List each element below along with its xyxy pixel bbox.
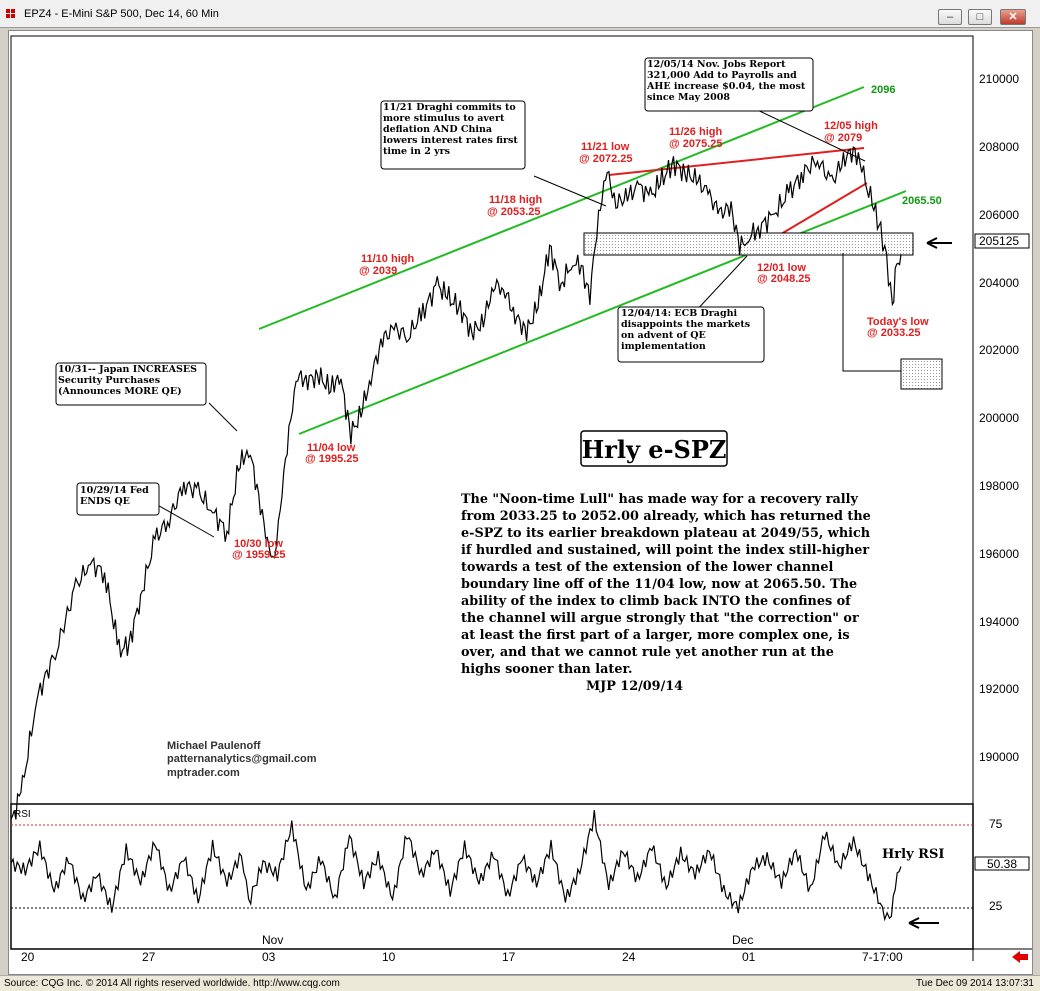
date-tick: 24 — [622, 950, 636, 964]
rsi-tick-75: 75 — [989, 817, 1003, 831]
maximize-button[interactable]: □ — [968, 9, 992, 25]
main-title-box — [580, 430, 728, 467]
label-1030-low-value: @ 1959.25 — [232, 549, 286, 561]
scroll-right-arrow-icon[interactable] — [1012, 951, 1028, 963]
status-source: Source: CQG Inc. © 2014 All rights reser… — [4, 978, 340, 989]
note-box-1205 — [644, 57, 814, 112]
date-tick: 03 — [262, 950, 276, 964]
rsi-panel — [10, 803, 974, 950]
app-icon — [6, 9, 15, 18]
note-leader-line — [693, 255, 748, 314]
main-title: Hrly e-SPZ — [582, 435, 727, 464]
date-tick: 27 — [142, 950, 156, 964]
lower-channel-line — [298, 190, 907, 435]
commentary-text: The "Noon-time Lull" has made way for a … — [461, 492, 871, 677]
note-1029-text: 10/29/14 Fed ENDS QE — [80, 485, 149, 507]
note-leader-line — [748, 105, 866, 162]
price-tick: 198000 — [979, 479, 1019, 493]
label-1104-low: 11/04 low — [307, 442, 356, 454]
note-box-1121 — [380, 100, 526, 170]
price-tick: 194000 — [979, 615, 1019, 629]
price-tick: 190000 — [979, 750, 1019, 764]
price-tick: 192000 — [979, 682, 1019, 696]
label-1030-low: 10/30 low — [234, 538, 283, 550]
hrly-rsi-label: Hrly RSI — [882, 847, 944, 862]
target-bracket — [842, 253, 901, 372]
price-tick: 202000 — [979, 343, 1019, 357]
note-1204-text: 12/04/14: ECB Draghi disappoints the mar… — [621, 308, 751, 352]
current-price-label: 205125 — [979, 234, 1019, 248]
label-1126-high: 11/26 high — [669, 126, 722, 138]
label-1205-high: 12/05 high — [824, 120, 878, 132]
label-1121-low: 11/21 low — [581, 141, 630, 153]
label-1118-high-value: @ 2053.25 — [487, 206, 541, 218]
price-tick: 204000 — [979, 276, 1019, 290]
rsi-arrow-icon — [908, 917, 939, 929]
label-1118-high: 11/18 high — [489, 194, 542, 206]
month-label: Dec — [732, 933, 753, 947]
price-tick: 196000 — [979, 547, 1019, 561]
commentary-signature: MJP 12/09/14 — [586, 679, 684, 694]
price-tick: 210000 — [979, 72, 1019, 86]
label-today-low: Today's low — [867, 316, 929, 328]
note-box-1204 — [617, 306, 765, 363]
breakdown-plateau-zone — [583, 232, 914, 256]
rsi-series-line — [10, 810, 902, 922]
rsi-panel-label: RSI — [14, 809, 31, 820]
note-1031-text: 10/31-- Japan INCREASES Security Purchas… — [58, 364, 197, 397]
date-tick: 10 — [382, 950, 396, 964]
status-datetime: Tue Dec 09 2014 13:07:31 — [915, 978, 1034, 989]
price-tick: 200000 — [979, 411, 1019, 425]
current-price-box — [974, 233, 1030, 249]
target-zone-box — [900, 358, 943, 390]
date-tick: 7-17:00 — [862, 950, 903, 964]
label-1110-high-value: @ 2039 — [359, 265, 397, 277]
minimize-button[interactable]: – — [938, 9, 962, 25]
upper-channel-line — [258, 86, 865, 330]
note-box-1029 — [76, 482, 160, 516]
label-1205-high-value: @ 2079 — [824, 132, 862, 144]
status-bar: Source: CQG Inc. © 2014 All rights reser… — [0, 975, 1040, 991]
price-series-line — [10, 146, 902, 820]
note-leader-line — [208, 402, 238, 432]
upper-red-trendline — [608, 147, 865, 176]
note-leader-line — [533, 175, 607, 207]
note-leader-line — [153, 502, 215, 538]
window-title: EPZ4 - E-Mini S&P 500, Dec 14, 60 Min — [24, 8, 219, 20]
label-1201-low-value: @ 2048.25 — [757, 273, 811, 285]
rsi-tick-25: 25 — [989, 899, 1003, 913]
rsi-value: 50.38 — [987, 857, 1017, 871]
chart-canvas[interactable]: 210000 208000 206000 204000 202000 20000… — [9, 31, 1032, 974]
chart-frame: 210000 208000 206000 204000 202000 20000… — [8, 30, 1033, 975]
month-label: Nov — [262, 933, 283, 947]
author-site: mptrader.com — [167, 767, 240, 779]
note-1205-text: 12/05/14 Nov. Jobs Report 321,000 Add to… — [647, 59, 806, 103]
price-arrow-icon — [926, 237, 952, 249]
label-1121-low-value: @ 2072.25 — [579, 153, 633, 165]
label-today-low-value: @ 2033.25 — [867, 327, 921, 339]
author-name: Michael Paulenoff — [167, 740, 261, 752]
close-button[interactable]: ✕ — [1000, 9, 1026, 25]
label-1201-low: 12/01 low — [757, 262, 806, 274]
label-1126-high-value: @ 2075.25 — [669, 138, 723, 150]
date-tick: 20 — [21, 950, 35, 964]
date-axis: 20 27 03 10 17 24 01 7-17:00 Nov Dec — [21, 933, 903, 964]
window-titlebar: EPZ4 - E-Mini S&P 500, Dec 14, 60 Min – … — [0, 0, 1040, 28]
price-tick: 208000 — [979, 140, 1019, 154]
rsi-value-box — [974, 856, 1030, 871]
price-tick: 206000 — [979, 208, 1019, 222]
label-lower-channel: 2065.50 — [902, 195, 942, 207]
note-1121-text: 11/21 Draghi commits to more stimulus to… — [383, 102, 518, 157]
author-email: patternanalytics@gmail.com — [167, 753, 317, 765]
date-tick: 01 — [742, 950, 756, 964]
label-1110-high: 11/10 high — [361, 253, 414, 265]
label-1104-low-value: @ 1995.25 — [305, 453, 359, 465]
date-tick: 17 — [502, 950, 516, 964]
note-box-1031 — [55, 362, 207, 406]
price-axis: 210000 208000 206000 204000 202000 20000… — [979, 72, 1019, 764]
label-upper-channel: 2096 — [871, 84, 895, 96]
